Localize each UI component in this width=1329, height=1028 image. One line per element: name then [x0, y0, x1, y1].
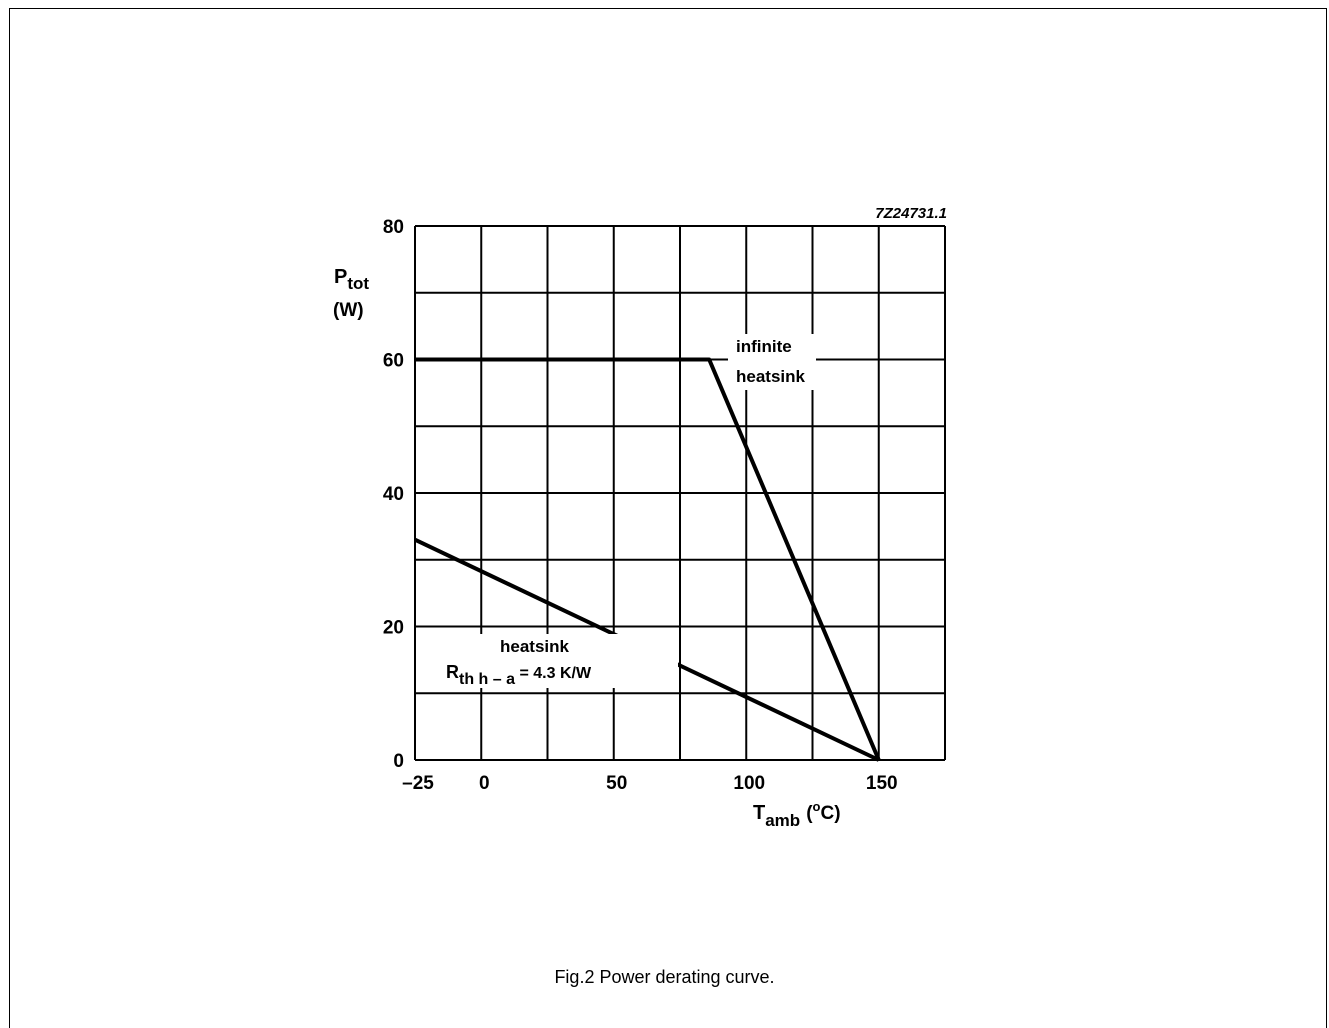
- y-tick-labels: 0 20 40 60 80: [383, 217, 404, 772]
- figure-code: 7Z24731.1: [875, 205, 947, 222]
- figure-frame: [9, 8, 1327, 1028]
- x-tick-label-3: 100: [733, 773, 765, 794]
- figure-caption: Fig.2 Power derating curve.: [554, 967, 775, 987]
- heatsink-label-bg: [440, 634, 678, 688]
- x-axis-label: Tamb (oC): [753, 799, 841, 830]
- series-label-infinite-line1: infinite: [736, 337, 792, 356]
- y-tick-label-0: 0: [393, 751, 404, 772]
- x-tick-label-2: 50: [606, 773, 627, 794]
- y-tick-label-2: 40: [383, 484, 404, 505]
- x-tick-label-0: –25: [402, 773, 434, 794]
- y-tick-label-1: 20: [383, 618, 404, 639]
- series-label-infinite-line2: heatsink: [736, 367, 806, 386]
- y-tick-label-4: 80: [383, 217, 404, 238]
- series-label-heatsink-line1: heatsink: [500, 637, 570, 656]
- x-tick-label-4: 150: [866, 773, 898, 794]
- x-tick-labels: –25 0 50 100 150: [402, 773, 897, 794]
- y-tick-label-3: 60: [383, 351, 404, 372]
- infinite-label-bg: [728, 334, 816, 390]
- y-axis-unit: (W): [333, 300, 364, 321]
- y-axis-label: Ptot: [334, 266, 369, 293]
- series-line-0: [415, 357, 881, 761]
- series-label-heatsink-line2: Rth h – a = 4.3 K/W: [446, 662, 592, 688]
- x-tick-label-1: 0: [479, 773, 490, 794]
